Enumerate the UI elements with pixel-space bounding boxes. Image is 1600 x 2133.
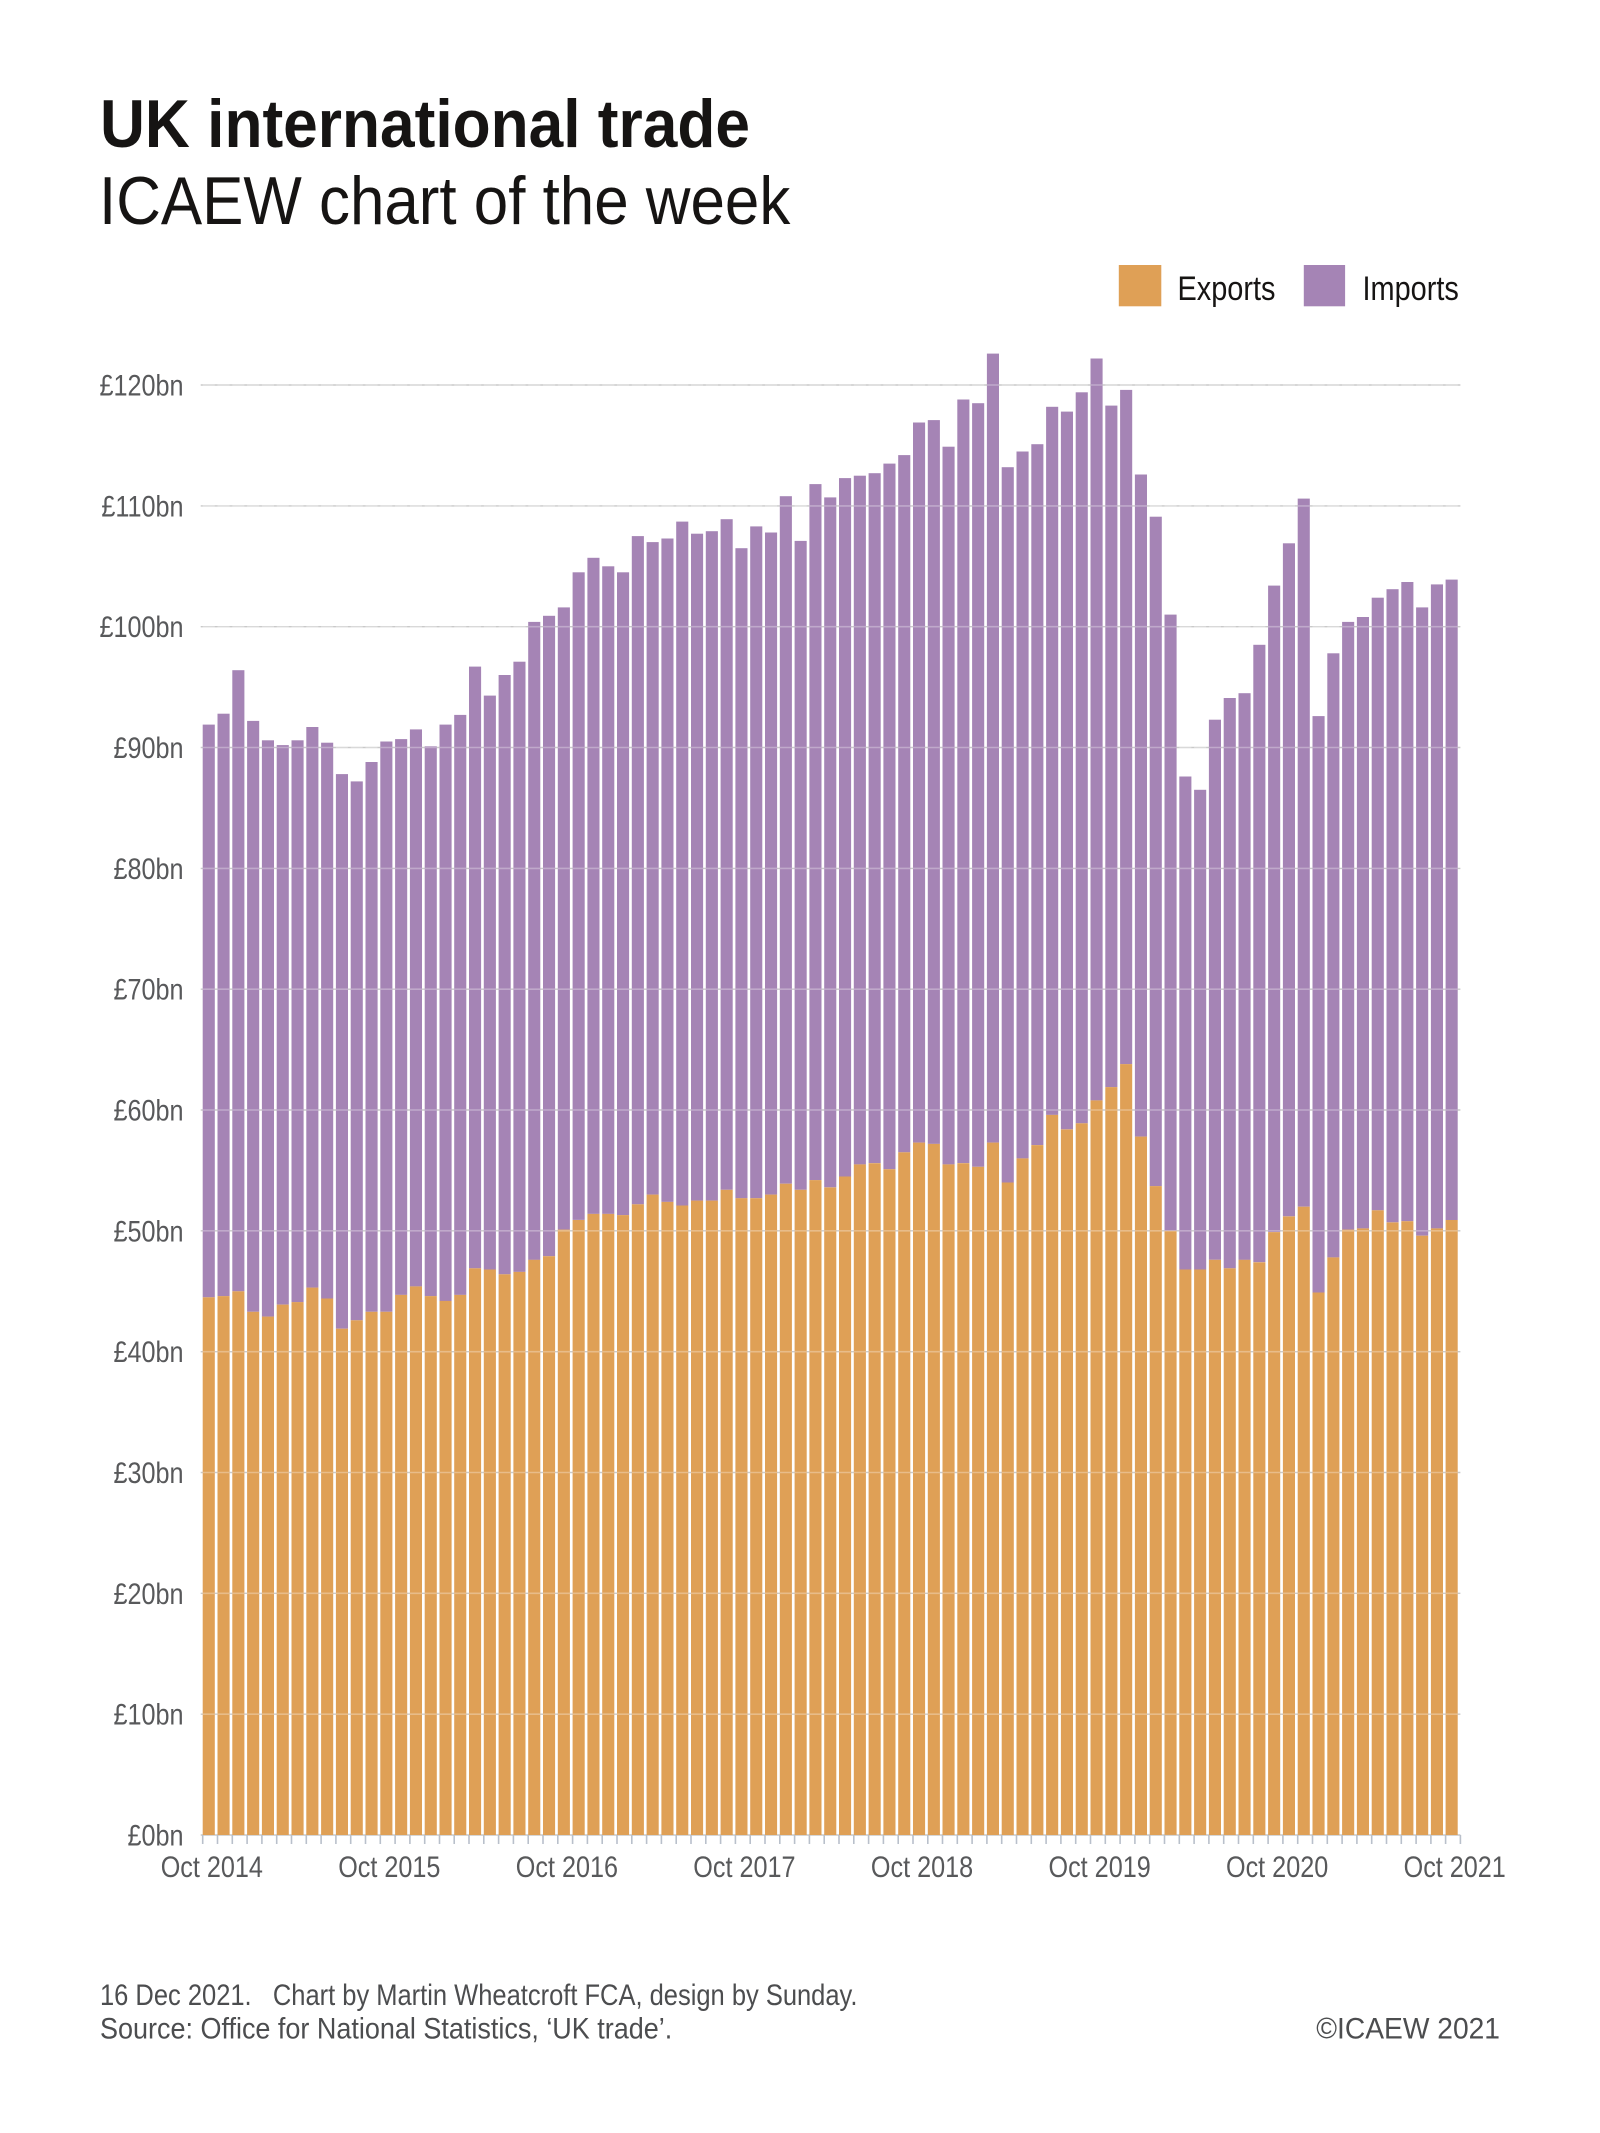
svg-text:£40bn: £40bn [113,1335,183,1369]
svg-text:©ICAEW 2021: ©ICAEW 2021 [1316,2013,1500,2046]
svg-text:£60bn: £60bn [113,1093,183,1127]
svg-text:Imports: Imports [1363,269,1459,308]
svg-text:Oct 2020: Oct 2020 [1226,1850,1328,1884]
svg-text:Oct 2017: Oct 2017 [693,1850,795,1884]
svg-text:£110bn: £110bn [101,489,183,523]
svg-text:Exports: Exports [1178,269,1276,308]
svg-text:Oct 2016: Oct 2016 [516,1850,618,1884]
svg-text:£20bn: £20bn [113,1577,183,1611]
svg-text:Oct 2019: Oct 2019 [1048,1850,1150,1884]
svg-text:£10bn: £10bn [113,1698,183,1732]
svg-text:£50bn: £50bn [113,1214,183,1248]
svg-text:£70bn: £70bn [113,973,183,1007]
svg-text:£120bn: £120bn [99,368,183,402]
svg-text:£0bn: £0bn [127,1818,183,1852]
svg-text:Oct 2014: Oct 2014 [161,1850,263,1884]
svg-text:Source: Office for National St: Source: Office for National Statistics, … [100,2012,672,2046]
svg-text:£80bn: £80bn [113,852,183,886]
svg-text:Oct 2015: Oct 2015 [338,1850,440,1884]
svg-text:16 Dec 2021. Chart by Martin: 16 Dec 2021. Chart by Martin Wheatcroft … [100,1978,857,2011]
svg-text:£100bn: £100bn [99,610,183,644]
svg-text:Oct 2021: Oct 2021 [1404,1850,1506,1884]
svg-text:Oct 2018: Oct 2018 [871,1850,973,1884]
svg-text:£90bn: £90bn [113,731,183,765]
svg-text:£30bn: £30bn [113,1456,183,1490]
